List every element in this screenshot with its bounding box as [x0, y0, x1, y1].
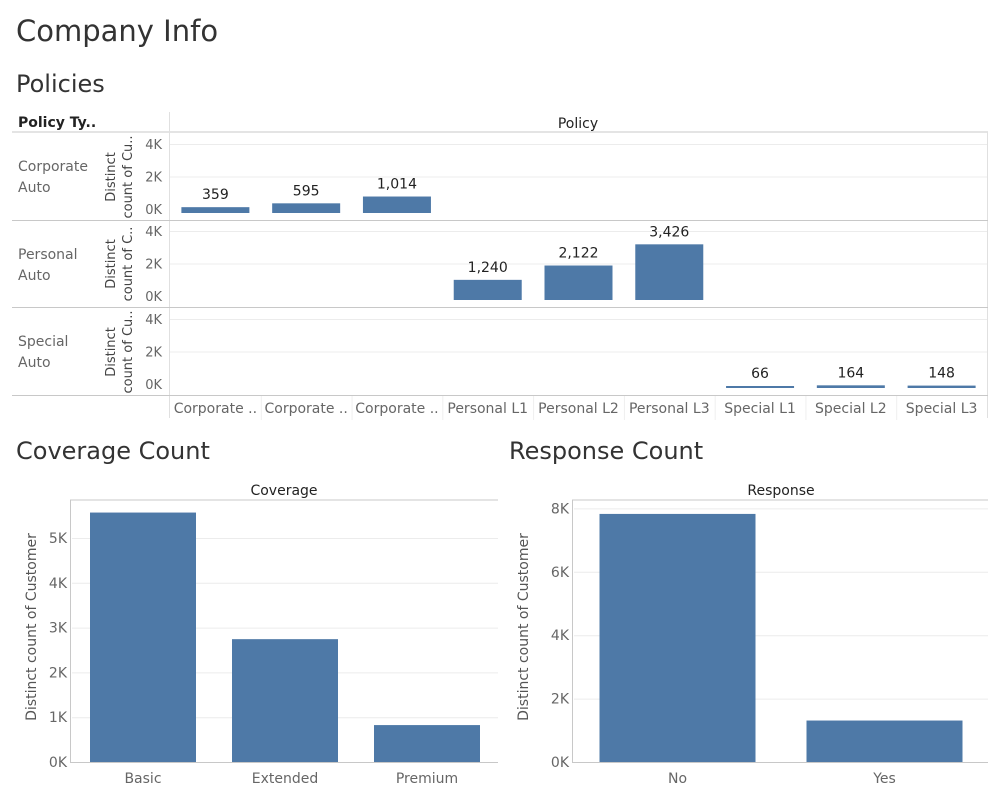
- coverage-header: Coverage: [250, 483, 317, 499]
- y-tick-label: 2K: [145, 171, 162, 186]
- bar[interactable]: [599, 513, 756, 762]
- y-tick-label: 0K: [551, 755, 570, 771]
- y-tick-label: 5K: [49, 531, 68, 547]
- response-y-axis-label: Distinct count of Customer: [516, 533, 532, 721]
- bar[interactable]: [232, 639, 338, 762]
- x-tick-label: Personal L3: [629, 401, 710, 417]
- row-label-corporate: Corporate Auto: [18, 159, 88, 196]
- x-tick-label: Special L1: [724, 401, 796, 417]
- policies-chart: Policy Ty.. Policy 4K 2K 0K Distinct count o…: [12, 112, 988, 420]
- x-tick-label: Corporate ..: [264, 401, 347, 417]
- x-tick-label: Special L3: [906, 401, 978, 417]
- bar[interactable]: [272, 203, 341, 213]
- policy-type-header: Policy Ty..: [18, 115, 96, 131]
- y-tick-label: 0K: [145, 378, 162, 393]
- policies-title: Policies: [16, 70, 105, 98]
- y-tick-label: 6K: [551, 565, 570, 581]
- y-tick-label: 2K: [551, 692, 570, 708]
- y-axis-label: Distinct count of Cu..: [104, 310, 136, 393]
- y-tick-label: 8K: [551, 501, 570, 517]
- bar[interactable]: [726, 386, 795, 388]
- bar[interactable]: [806, 720, 963, 762]
- coverage-chart: Coverage Distinct count of Customer 5K 4K…: [24, 483, 498, 787]
- y-tick-label: 4K: [551, 628, 570, 644]
- y-axis-label: Distinct count of C..: [104, 227, 136, 302]
- y-tick-label: 0K: [49, 755, 68, 771]
- response-title: Response Count: [509, 437, 704, 465]
- coverage-title: Coverage Count: [16, 437, 210, 465]
- data-label: 2,122: [558, 246, 598, 262]
- x-tick-label: No: [668, 771, 687, 787]
- coverage-y-axis-label: Distinct count of Customer: [24, 533, 40, 721]
- bar[interactable]: [362, 196, 431, 213]
- data-label: 359: [202, 187, 229, 203]
- y-tick-label: 4K: [49, 576, 68, 592]
- y-tick-label: 1K: [49, 710, 68, 726]
- response-chart: Response Distinct count of Customer 8K 6K…: [516, 483, 988, 787]
- y-tick-label: 2K: [49, 665, 68, 681]
- x-tick-label: Corporate ..: [355, 401, 438, 417]
- x-tick-label: Special L2: [815, 401, 887, 417]
- y-tick-label: 4K: [145, 225, 162, 240]
- y-tick-label: 0K: [145, 290, 162, 305]
- x-tick-label: Personal L2: [538, 401, 619, 417]
- data-label: 595: [293, 183, 320, 199]
- y-tick-label: 0K: [145, 203, 162, 218]
- data-label: 1,240: [468, 260, 508, 276]
- data-label: 148: [928, 366, 955, 382]
- y-tick-label: 2K: [145, 258, 162, 273]
- page-title: Company Info: [16, 14, 219, 48]
- data-label: 1,014: [377, 177, 417, 193]
- row-label-personal: Personal Auto: [18, 247, 78, 284]
- data-label: 164: [837, 365, 864, 381]
- x-tick-label: Personal L1: [447, 401, 528, 417]
- x-tick-label: Yes: [872, 771, 896, 787]
- policy-header: Policy: [558, 116, 598, 132]
- bar[interactable]: [90, 512, 196, 762]
- x-tick-label: Premium: [396, 771, 458, 787]
- bar[interactable]: [181, 207, 250, 213]
- bar[interactable]: [453, 279, 522, 300]
- x-tick-label: Extended: [252, 771, 319, 787]
- bar[interactable]: [816, 385, 885, 388]
- x-tick-label: Corporate ..: [174, 401, 257, 417]
- bar[interactable]: [544, 265, 613, 300]
- y-tick-label: 2K: [145, 346, 162, 361]
- y-tick-label: 3K: [49, 621, 68, 637]
- x-tick-label: Basic: [124, 771, 161, 787]
- data-label: 66: [751, 366, 769, 382]
- row-label-special: Special Auto: [18, 334, 68, 371]
- bar[interactable]: [374, 725, 480, 762]
- data-label: 3,426: [649, 224, 689, 240]
- y-tick-label: 4K: [145, 313, 162, 328]
- bar[interactable]: [907, 385, 976, 388]
- response-header: Response: [747, 483, 814, 499]
- bar[interactable]: [635, 244, 704, 300]
- y-tick-label: 4K: [145, 138, 162, 153]
- y-axis-label: Distinct count of Cu..: [104, 135, 136, 218]
